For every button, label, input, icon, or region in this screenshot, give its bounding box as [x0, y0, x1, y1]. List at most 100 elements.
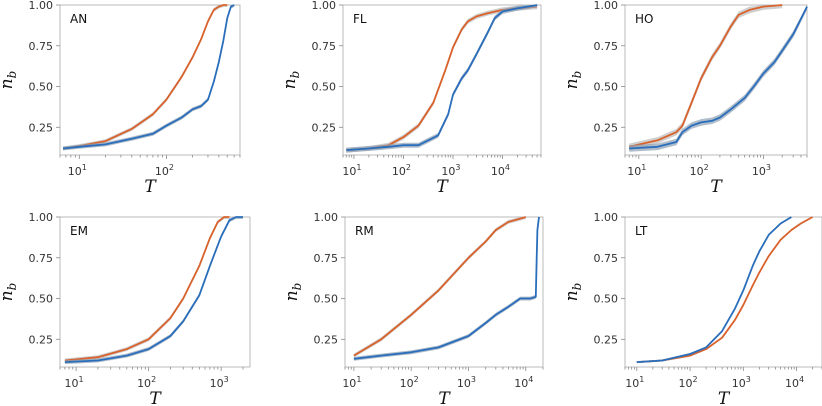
- panel-an: 0.250.500.751.00101102ANTnb: [0, 0, 241, 197]
- x-tick-exponent: 1: [79, 375, 84, 384]
- panel-em: 0.250.500.751.00101102103EMTnb: [0, 211, 251, 406]
- x-tick-exponent: 4: [528, 375, 533, 384]
- axes-frame: [624, 4, 808, 156]
- x-tick-label: 101: [68, 163, 87, 178]
- series-blue-line: [353, 216, 540, 360]
- x-tick-label: 103: [752, 163, 771, 178]
- series-orange-band: [353, 217, 526, 358]
- y-tick-label: 1.00: [29, 0, 54, 12]
- x-tick-exponent: 2: [693, 375, 698, 384]
- y-tick-label: 0.75: [314, 252, 339, 265]
- axes-frame: [59, 4, 241, 156]
- y-axis-label-subscript: b: [5, 283, 19, 291]
- series-blue-line: [62, 4, 235, 150]
- y-axis-label-main: n: [0, 78, 17, 89]
- y-tick-label: 0.25: [594, 121, 619, 134]
- y-tick-label: 0.50: [594, 293, 619, 306]
- x-tick-exponent: 3: [224, 375, 229, 384]
- x-tick-exponent: 3: [746, 375, 751, 384]
- y-axis-label-main: n: [562, 290, 582, 301]
- x-tick-exponent: 3: [455, 163, 460, 172]
- x-tick-base: 10: [457, 377, 471, 390]
- panel-label: EM: [70, 224, 88, 238]
- x-tick-base: 10: [342, 377, 356, 390]
- y-axis-label: nb: [0, 283, 19, 302]
- y-tick-label: 0.50: [312, 81, 337, 94]
- x-tick-base: 10: [491, 165, 505, 178]
- x-tick-exponent: 1: [82, 163, 87, 172]
- series-orange-line: [628, 4, 783, 148]
- y-tick-label: 0.50: [594, 81, 619, 94]
- y-tick-label: 0.75: [594, 252, 619, 265]
- x-axis-label: T: [144, 177, 157, 197]
- y-tick-label: 0.25: [29, 121, 54, 134]
- y-tick-label: 0.50: [29, 293, 54, 306]
- y-axis-label: nb: [282, 283, 304, 302]
- series-blue-line: [64, 216, 243, 363]
- y-axis-label-main: n: [562, 78, 582, 89]
- x-tick-label: 101: [342, 375, 361, 390]
- x-tick-base: 10: [155, 165, 169, 178]
- x-tick-exponent: 3: [766, 163, 771, 172]
- series-blue-line: [346, 4, 538, 151]
- x-tick-label: 103: [441, 163, 460, 178]
- x-tick-base: 10: [65, 377, 79, 390]
- x-tick-base: 10: [392, 165, 406, 178]
- x-tick-label: 102: [137, 375, 156, 390]
- y-axis-label-subscript: b: [288, 71, 302, 79]
- y-tick-label: 0.75: [29, 40, 54, 53]
- x-tick-label: 101: [627, 163, 646, 178]
- x-tick-label: 104: [491, 163, 510, 178]
- panel-label: RM: [355, 224, 374, 238]
- series-blue-band: [63, 5, 235, 151]
- x-tick-base: 10: [514, 377, 528, 390]
- y-tick-label: 0.75: [594, 40, 619, 53]
- y-tick-label: 0.25: [29, 333, 54, 346]
- x-tick-label: 103: [732, 375, 751, 390]
- x-tick-label: 102: [400, 375, 419, 390]
- axes-frame: [59, 216, 251, 368]
- y-axis-label-subscript: b: [5, 71, 19, 79]
- x-tick-exponent: 3: [471, 375, 476, 384]
- x-tick-base: 10: [210, 377, 224, 390]
- series-blue-band: [629, 5, 807, 152]
- x-axis-label: T: [436, 177, 449, 197]
- y-axis-label-subscript: b: [290, 283, 304, 291]
- y-tick-label: 0.50: [314, 293, 339, 306]
- y-tick-label: 1.00: [312, 0, 337, 12]
- x-tick-base: 10: [342, 165, 356, 178]
- y-tick-label: 0.25: [312, 121, 337, 134]
- x-tick-base: 10: [137, 377, 151, 390]
- y-tick-label: 0.75: [312, 40, 337, 53]
- y-tick-label: 0.50: [29, 81, 54, 94]
- x-tick-base: 10: [752, 165, 766, 178]
- x-tick-label: 104: [785, 375, 804, 390]
- axes-frame: [624, 216, 822, 368]
- y-axis-label: nb: [280, 71, 302, 90]
- panel-label: AN: [70, 12, 87, 26]
- series-orange-line: [62, 4, 228, 150]
- x-tick-label: 102: [690, 163, 709, 178]
- series-blue-line: [636, 216, 792, 363]
- x-tick-base: 10: [68, 165, 82, 178]
- series-orange-line: [353, 216, 527, 357]
- y-tick-label: 1.00: [29, 211, 54, 224]
- y-tick-label: 1.00: [594, 0, 619, 12]
- x-axis-label: T: [438, 389, 451, 406]
- series-orange-line: [64, 216, 230, 362]
- x-tick-label: 102: [679, 375, 698, 390]
- y-axis-label: nb: [562, 71, 584, 90]
- y-axis-label-main: n: [0, 290, 17, 301]
- x-tick-exponent: 1: [356, 375, 361, 384]
- x-tick-label: 102: [155, 163, 174, 178]
- x-tick-base: 10: [400, 377, 414, 390]
- x-tick-exponent: 2: [406, 163, 411, 172]
- x-tick-label: 101: [342, 163, 361, 178]
- y-axis-label-subscript: b: [570, 283, 584, 291]
- y-tick-label: 0.25: [314, 333, 339, 346]
- series-orange-line: [346, 5, 538, 151]
